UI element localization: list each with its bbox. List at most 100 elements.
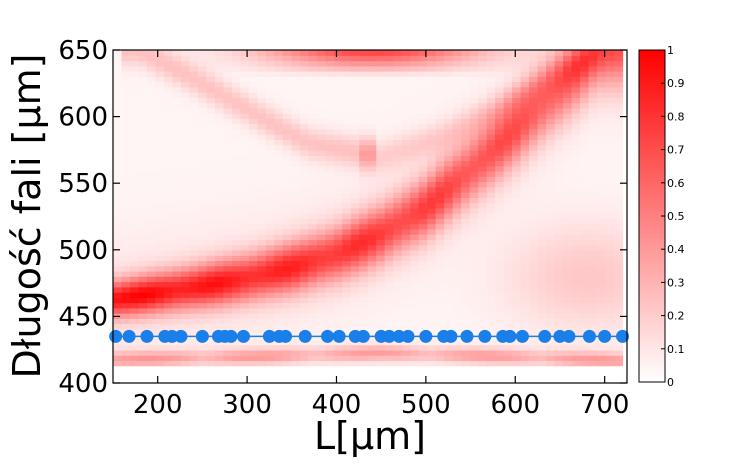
heatmap-cell xyxy=(146,249,157,256)
heatmap-cell xyxy=(452,349,462,356)
heatmap-cell xyxy=(206,260,216,267)
heatmap-cell xyxy=(563,60,573,67)
heatmap-cell xyxy=(495,71,505,77)
heatmap-cell xyxy=(121,107,131,114)
heatmap-cell xyxy=(435,176,445,183)
heatmap-cell xyxy=(172,102,182,109)
heatmap-cell xyxy=(197,186,208,193)
heatmap-cell xyxy=(325,286,335,293)
heatmap-cell xyxy=(257,228,267,235)
heatmap-cell xyxy=(580,55,590,62)
heatmap-cell xyxy=(291,81,301,88)
heatmap-cell xyxy=(512,86,522,93)
heatmap-cell xyxy=(146,265,157,272)
heatmap-cell xyxy=(554,223,564,230)
heatmap-cell xyxy=(129,71,140,77)
heatmap-cell xyxy=(461,349,471,356)
heatmap-cell xyxy=(325,244,335,251)
heatmap-cell xyxy=(410,134,420,141)
heatmap-cell xyxy=(257,81,267,88)
heatmap-cell xyxy=(223,160,233,167)
heatmap-cell xyxy=(461,297,471,304)
heatmap-cell xyxy=(554,50,564,56)
heatmap-cell xyxy=(605,281,615,288)
heatmap-cell xyxy=(537,192,547,198)
heatmap-cell xyxy=(597,155,607,162)
heatmap-cell xyxy=(486,186,496,193)
heatmap-cell xyxy=(410,234,420,241)
heatmap-cell xyxy=(605,234,615,241)
heatmap-cell xyxy=(359,265,369,272)
heatmap-cell xyxy=(163,86,174,93)
heatmap-cell xyxy=(299,270,309,277)
heatmap-cell xyxy=(146,144,157,151)
heatmap-cell xyxy=(113,192,123,198)
heatmap-cell xyxy=(325,270,335,277)
heatmap-cell xyxy=(189,186,199,193)
heatmap-cell xyxy=(537,81,547,88)
heatmap-cell xyxy=(257,186,267,193)
heatmap-cell xyxy=(189,286,199,293)
heatmap-cell xyxy=(435,339,445,346)
heatmap-cell xyxy=(486,234,496,241)
heatmap-cell xyxy=(223,197,233,204)
heatmap-cell xyxy=(214,255,224,262)
heatmap-cell xyxy=(554,176,564,183)
heatmap-cell xyxy=(537,355,547,362)
heatmap-cell xyxy=(282,128,292,135)
heatmap-cell xyxy=(172,297,182,304)
heatmap-cell xyxy=(461,318,471,325)
heatmap-cell xyxy=(291,192,301,198)
heatmap-cell xyxy=(546,123,556,130)
heatmap-cell xyxy=(299,228,309,235)
heatmap-cell xyxy=(401,176,411,183)
heatmap-cell xyxy=(223,202,233,209)
heatmap-cell xyxy=(367,107,377,114)
heatmap-cell xyxy=(138,260,148,267)
heatmap-cell xyxy=(248,328,258,335)
heatmap-cell xyxy=(367,197,377,204)
heatmap-cell xyxy=(359,281,369,288)
heatmap-cell xyxy=(461,302,471,309)
heatmap-cell xyxy=(274,165,284,172)
heatmap-cell xyxy=(427,160,437,167)
heatmap-cell xyxy=(418,281,428,288)
heatmap-cell xyxy=(214,260,224,267)
heatmap-cell xyxy=(248,102,258,109)
heatmap-cell xyxy=(537,113,547,119)
heatmap-cell xyxy=(563,323,573,330)
heatmap-cell xyxy=(129,155,140,162)
heatmap-cell xyxy=(401,134,411,141)
heatmap-cell xyxy=(580,160,590,167)
heatmap-cell xyxy=(197,323,208,330)
heatmap-cell xyxy=(231,123,241,130)
heatmap-cell xyxy=(138,197,148,204)
heatmap-cell xyxy=(401,86,411,93)
heatmap-cell xyxy=(384,297,394,304)
heatmap-cell xyxy=(248,276,258,283)
heatmap-cell xyxy=(435,86,445,93)
heatmap-cell xyxy=(350,71,360,77)
heatmap-cell xyxy=(529,107,539,114)
heatmap-cell xyxy=(546,144,556,151)
heatmap-cell xyxy=(546,118,556,125)
heatmap-cell xyxy=(180,281,191,288)
heatmap-cell xyxy=(172,107,182,114)
heatmap-cell xyxy=(359,292,369,298)
heatmap-cell xyxy=(240,255,250,262)
heatmap-cell xyxy=(384,65,394,72)
heatmap-cell xyxy=(291,160,301,167)
heatmap-cell xyxy=(495,218,505,225)
scatter-point xyxy=(224,329,238,343)
heatmap-cell xyxy=(257,71,267,77)
heatmap-cell xyxy=(282,286,292,293)
heatmap-cell xyxy=(418,265,428,272)
heatmap-cell xyxy=(563,176,573,183)
heatmap-cell xyxy=(461,360,471,367)
heatmap-cell xyxy=(401,181,411,188)
heatmap-cell xyxy=(427,260,437,267)
heatmap-cell xyxy=(410,113,420,119)
heatmap-cell xyxy=(529,249,539,256)
heatmap-cell xyxy=(495,202,505,209)
heatmap-cell xyxy=(376,160,386,167)
